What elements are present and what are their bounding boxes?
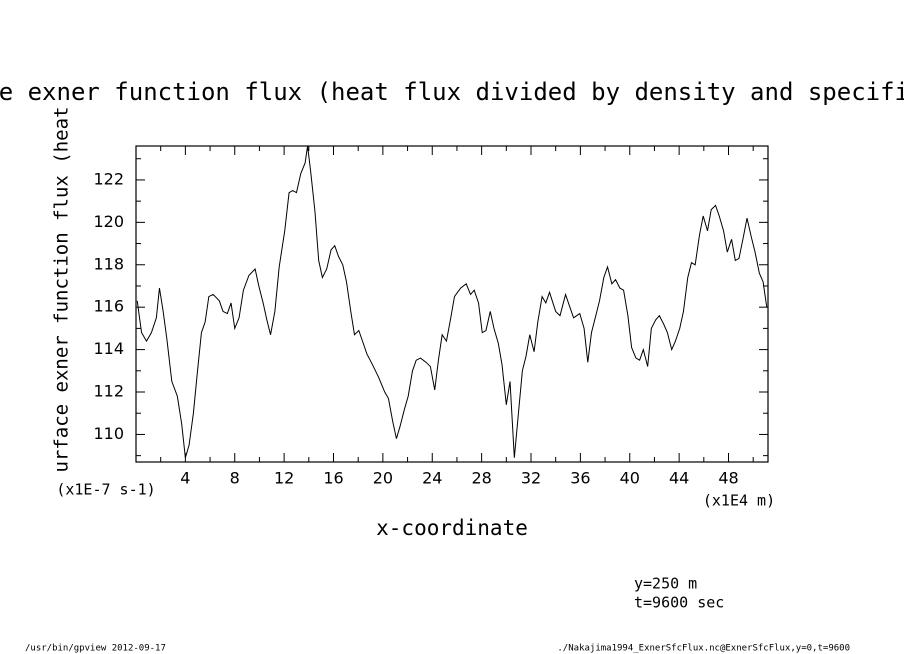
y-tick-label: 122 [93,169,124,188]
annotation: y=250 m [634,575,697,593]
x-tick-label: 48 [718,469,738,488]
y-tick-label: 120 [93,212,124,231]
y-tick-label: 116 [93,297,124,316]
y-tick-label: 110 [93,424,124,443]
x-tick-label: 12 [274,469,294,488]
annotation: t=9600 sec [634,594,724,612]
x-tick-label: 16 [323,469,343,488]
y-axis-label: surface exner function flux (heat flux d… [51,0,73,484]
x-tick-label: 28 [471,469,491,488]
footer-left: /usr/bin/gpview 2012-09-17 [25,644,166,654]
data-line [136,146,768,458]
y-tick-label: 112 [93,382,124,401]
x-unit: (x1E4 m) [703,492,775,510]
x-tick-label: 8 [230,469,240,488]
x-tick-label: 44 [669,469,689,488]
x-tick-label: 40 [620,469,640,488]
y-label-group: surface exner function flux (heat flux d… [51,0,73,484]
y-tick-label: 118 [93,254,124,273]
y-tick-label: 114 [93,339,124,358]
y-unit: (x1E-7 s-1) [56,481,155,499]
x-tick-label: 20 [373,469,393,488]
chart-title: surface exner function flux (heat flux d… [0,78,904,106]
x-tick-label: 36 [570,469,590,488]
plot-frame [135,145,769,463]
x-axis-label: x-coordinate [376,516,528,540]
footer-right: ./Nakajima1994_ExnerSfcFlux.nc@ExnerSfcF… [557,644,850,654]
x-tick-label: 32 [521,469,541,488]
x-tick-label: 24 [422,469,442,488]
plot-area [136,146,768,458]
x-tick-label: 4 [180,469,190,488]
